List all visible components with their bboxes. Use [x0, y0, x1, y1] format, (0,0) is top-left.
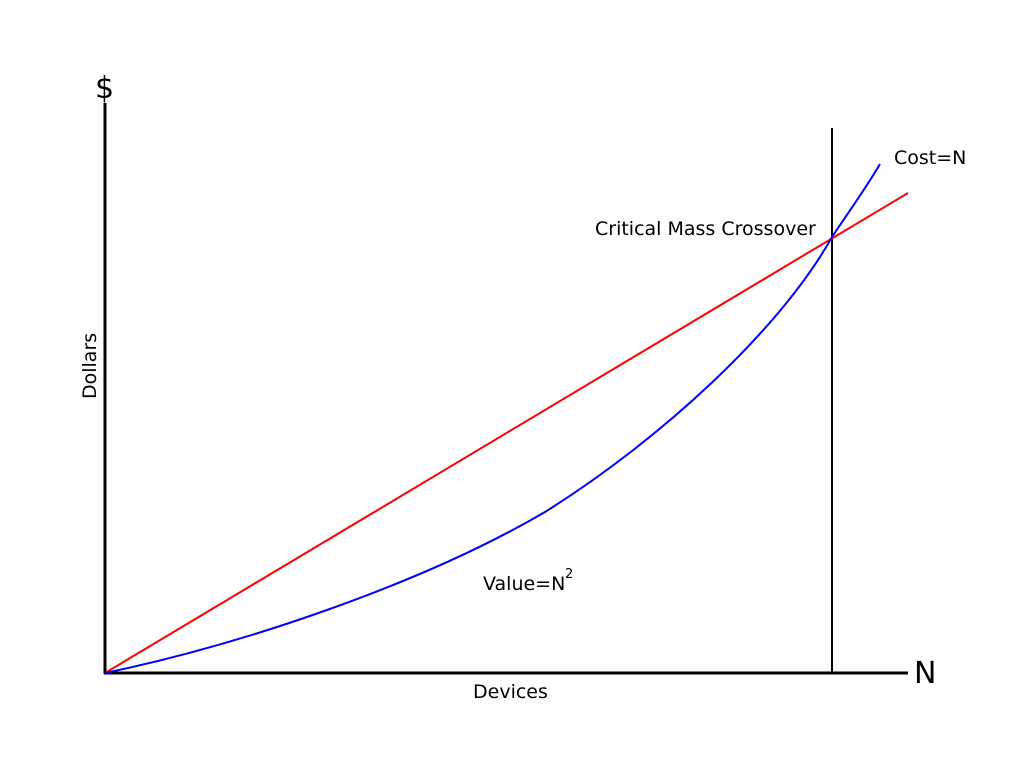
cost-line [104, 192, 909, 674]
cost-label: Cost=N [894, 147, 966, 169]
value-label-exponent: 2 [565, 567, 573, 582]
x-axis-symbol: N [914, 656, 936, 691]
value-curve [104, 163, 881, 674]
y-axis-label: Dollars [79, 333, 101, 399]
y-axis-symbol: $ [95, 71, 114, 106]
value-label: Value=N [483, 573, 565, 595]
crossover-label: Critical Mass Crossover [595, 218, 816, 240]
x-axis-label: Devices [473, 681, 548, 703]
